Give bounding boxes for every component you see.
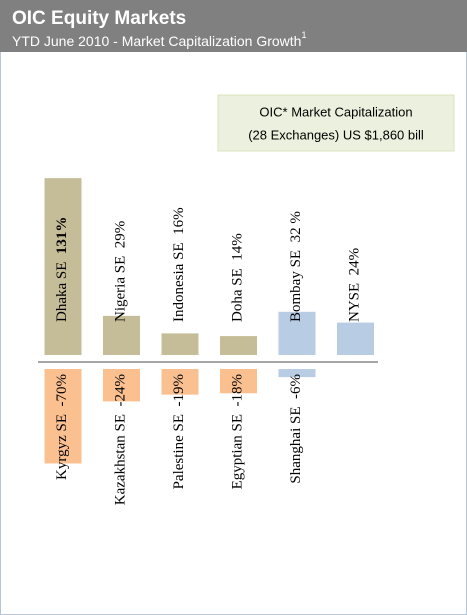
category-label: Indonesia SE: [171, 242, 187, 322]
annotation: OIC* Market Capitalization: [259, 104, 412, 119]
bar-label: Indonesia SE 16%: [171, 207, 187, 322]
category-label: Bombay SE: [288, 250, 304, 322]
value-label: -70%: [54, 374, 70, 407]
bar: [278, 369, 316, 378]
bar: [44, 178, 82, 355]
category-label: Kazakhstan SE: [113, 414, 129, 505]
space: [113, 407, 129, 415]
bar: [337, 322, 374, 355]
bar-label: Kazakhstan SE -24%: [113, 374, 129, 505]
space: [171, 407, 187, 415]
value-label: -19%: [171, 374, 187, 407]
bar-label: Nigeria SE 29%: [113, 221, 129, 322]
chart-subtitle: YTD June 2010 - Market Capitalization Gr…: [12, 30, 306, 48]
bar-label: Kyrgyz SE -70%: [54, 374, 70, 480]
value-label: -24%: [113, 374, 129, 407]
space: [113, 248, 129, 256]
bar-label: NYSE 24%: [347, 248, 363, 322]
value-label: 14%: [230, 233, 246, 261]
value-label: 24%: [347, 248, 363, 276]
bar-label: Bombay SE 32 %: [288, 211, 304, 322]
category-label: Doha SE: [230, 268, 246, 322]
space: [288, 242, 304, 250]
annotation-box: [217, 94, 455, 152]
category-label: NYSE: [347, 283, 363, 322]
bar-label: Dhaka SE 131%: [54, 217, 70, 322]
chart-title: OIC Equity Markets: [12, 8, 186, 29]
value-label: 32 %: [288, 211, 304, 242]
value-label: -6%: [288, 374, 304, 399]
header: [0, 0, 467, 52]
bar: [103, 369, 140, 402]
bar-label: Shanghai SE -6%: [288, 374, 304, 484]
value-label: -18%: [230, 374, 246, 407]
value-label: 16%: [171, 207, 187, 235]
subtitle-text: YTD June 2010 - Market Capitalization Gr…: [12, 33, 301, 49]
category-label: Egyptian SE: [230, 414, 246, 489]
value-label: 131%: [54, 217, 70, 255]
category-label: Kyrgyz SE: [54, 414, 70, 480]
bar: [161, 333, 199, 355]
bar-label: Doha SE 14%: [230, 233, 246, 322]
category-label: Shanghai SE: [288, 407, 304, 484]
space: [230, 407, 246, 415]
bar: [220, 369, 257, 394]
footnote-marker: 1: [301, 30, 306, 40]
bar-label: Egyptian SE -18%: [230, 374, 246, 489]
category-label: Palestine SE: [171, 414, 187, 489]
space: [230, 261, 246, 269]
category-label: Dhaka SE: [54, 262, 70, 322]
space: [171, 235, 187, 243]
bar-label: Palestine SE -19%: [171, 374, 187, 489]
space: [288, 399, 304, 407]
space: [54, 254, 70, 262]
bar: [278, 311, 316, 355]
space: [347, 275, 363, 283]
category-label: Nigeria SE: [113, 256, 129, 322]
bar: [161, 369, 199, 395]
space: [54, 407, 70, 415]
bar: [220, 336, 257, 355]
value-label: 29%: [113, 221, 129, 249]
bar: [103, 315, 140, 355]
bar: [44, 369, 82, 464]
annotation: (28 Exchanges) US $1,860 bill: [248, 127, 424, 142]
